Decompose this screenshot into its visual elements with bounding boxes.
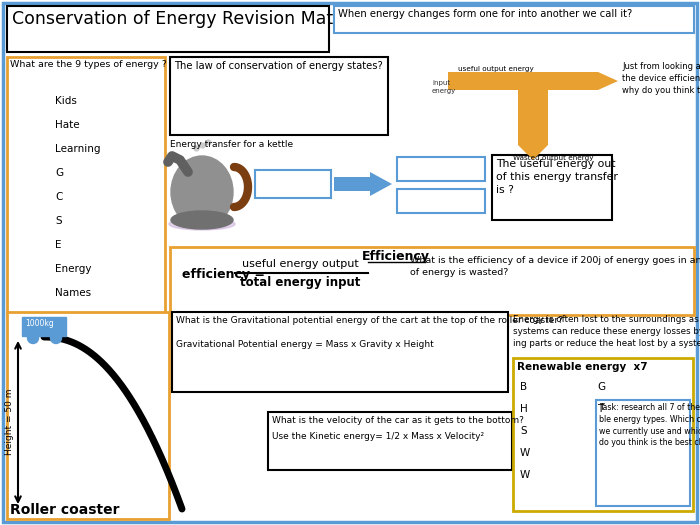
- Text: S: S: [520, 426, 526, 436]
- Text: E: E: [55, 240, 62, 250]
- Text: Wasted output energy: Wasted output energy: [513, 155, 594, 161]
- Text: 1000kg: 1000kg: [25, 319, 54, 328]
- Text: G: G: [597, 382, 605, 392]
- Bar: [255, 170, 331, 198]
- Polygon shape: [334, 172, 392, 196]
- Text: Gravitational Potential energy = Mass x Gravity x Height: Gravitational Potential energy = Mass x …: [176, 340, 434, 349]
- Text: What is the velocity of the car as it gets to the bottom?: What is the velocity of the car as it ge…: [272, 416, 524, 425]
- Bar: [596, 400, 690, 506]
- Text: B: B: [520, 382, 527, 392]
- Text: Height = 50 m: Height = 50 m: [6, 388, 15, 455]
- Text: Roller coaster: Roller coaster: [10, 503, 120, 517]
- Text: The useful energy out
of this energy transfer
is ?: The useful energy out of this energy tra…: [496, 159, 618, 195]
- Text: W: W: [520, 448, 531, 458]
- Text: G: G: [55, 168, 63, 178]
- Text: H: H: [520, 404, 528, 414]
- Bar: [397, 189, 485, 213]
- Text: Task: research all 7 of the renewa-
ble energy types. Which ones do
we currently: Task: research all 7 of the renewa- ble …: [599, 403, 700, 447]
- Text: C: C: [55, 192, 62, 202]
- Circle shape: [50, 332, 62, 343]
- Ellipse shape: [171, 211, 233, 229]
- Text: Energy is often lost to the surroundings as ________  Mechanical
systems can red: Energy is often lost to the surroundings…: [513, 315, 700, 348]
- Bar: [7, 312, 169, 519]
- Text: efficiency =: efficiency =: [182, 268, 265, 281]
- Text: Efficiency: Efficiency: [362, 250, 430, 263]
- Text: Energy transfer for a kettle: Energy transfer for a kettle: [170, 140, 293, 149]
- Bar: [170, 57, 388, 135]
- Bar: [492, 155, 612, 220]
- Text: useful energy output: useful energy output: [241, 259, 358, 269]
- Text: Kids: Kids: [55, 96, 77, 106]
- Ellipse shape: [169, 218, 235, 230]
- Circle shape: [27, 332, 38, 343]
- Text: Learning: Learning: [55, 144, 101, 154]
- Bar: [513, 358, 693, 511]
- Text: What is the efficiency of a device if 200j of energy goes in and 50j
of energy i: What is the efficiency of a device if 20…: [410, 256, 700, 277]
- Bar: [172, 312, 508, 392]
- Text: Just from looking at this diagram is
the device efficient or not and
why do you : Just from looking at this diagram is the…: [622, 62, 700, 94]
- Text: What are the 9 types of energy ?: What are the 9 types of energy ?: [10, 60, 167, 69]
- Bar: [22, 317, 66, 336]
- Text: Hate: Hate: [55, 120, 80, 130]
- Text: T: T: [597, 404, 603, 414]
- Text: Conservation of Energy Revision Mat: Conservation of Energy Revision Mat: [12, 10, 333, 28]
- Text: Names: Names: [55, 288, 91, 298]
- Bar: [7, 57, 165, 313]
- Text: What is the Gravitational potential energy of the cart at the top of the roller : What is the Gravitational potential ener…: [176, 316, 563, 325]
- Text: Renewable energy  x7: Renewable energy x7: [517, 362, 648, 372]
- Text: useful output energy: useful output energy: [458, 66, 533, 72]
- Bar: [268, 412, 512, 470]
- Bar: [397, 157, 485, 181]
- Bar: [518, 90, 548, 145]
- Text: Energy: Energy: [55, 264, 92, 274]
- Ellipse shape: [171, 156, 233, 228]
- Polygon shape: [598, 72, 618, 90]
- Bar: [334, 6, 694, 33]
- Text: The law of conservation of energy states?: The law of conservation of energy states…: [174, 61, 383, 71]
- Text: W: W: [520, 470, 531, 480]
- Bar: [7, 6, 329, 52]
- Text: input
energy: input energy: [432, 80, 456, 94]
- Text: S: S: [55, 216, 62, 226]
- Text: Use the Kinetic energy= 1/2 x Mass x Velocity²: Use the Kinetic energy= 1/2 x Mass x Vel…: [272, 432, 484, 441]
- Text: When energy changes form one for into another we call it?: When energy changes form one for into an…: [338, 9, 632, 19]
- Bar: [170, 247, 694, 315]
- Bar: [448, 72, 598, 90]
- Polygon shape: [518, 145, 548, 160]
- Text: total energy input: total energy input: [240, 276, 360, 289]
